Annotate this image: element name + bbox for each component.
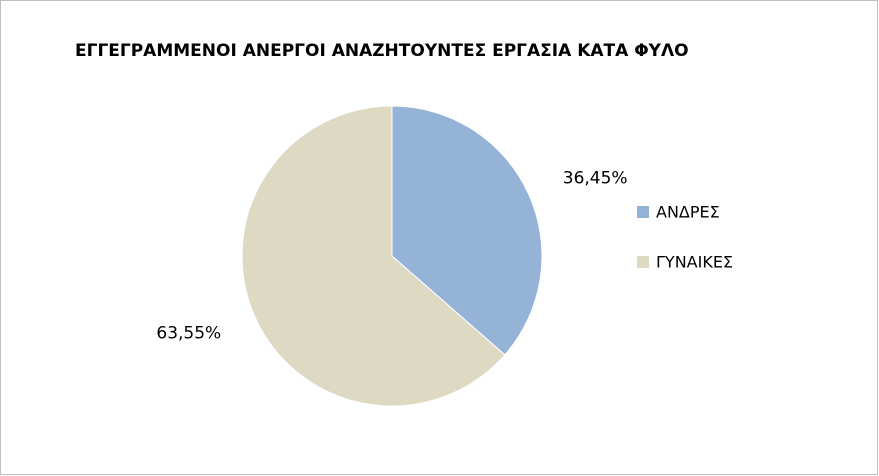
- pie-slice: [391, 105, 543, 356]
- legend-label: ΓΥΝΑΙΚΕΣ: [656, 253, 733, 272]
- legend-swatch: [637, 256, 649, 268]
- legend-label: ΑΝΔΡΕΣ: [656, 203, 720, 222]
- data-label: 63,55%: [156, 323, 221, 343]
- data-label: 36,45%: [563, 169, 628, 189]
- pie-slice: [241, 105, 506, 407]
- legend-swatch: [637, 206, 649, 218]
- chart-title: ΕΓΓΕΓΡΑΜΜΕΝΟΙ ΑΝΕΡΓΟΙ ΑΝΑΖΗΤΟΥΝΤΕΣ ΕΡΓΑΣ…: [75, 41, 689, 61]
